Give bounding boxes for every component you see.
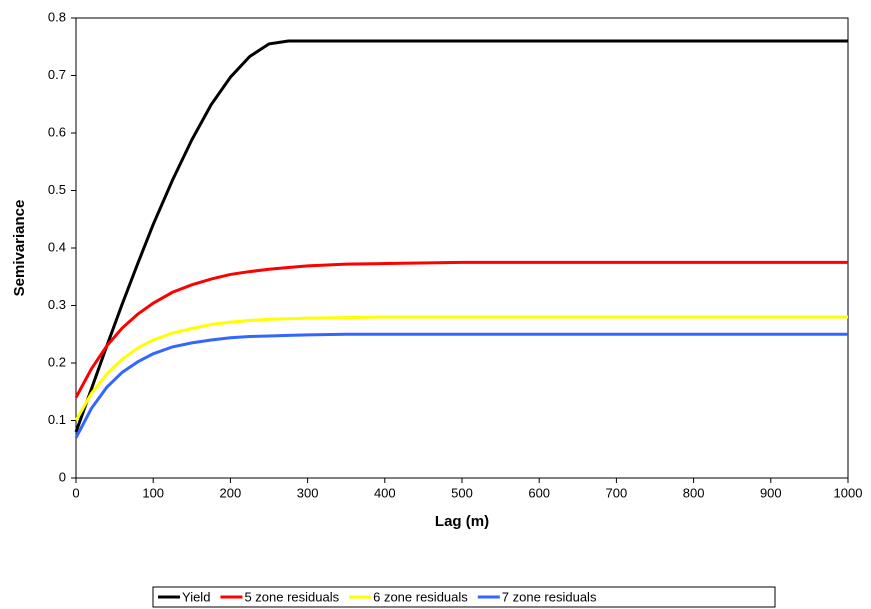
x-tick-label: 700 [606,485,628,500]
x-tick-label: 900 [760,485,782,500]
y-tick-label: 0 [59,469,66,484]
series-line [74,315,848,422]
x-tick-label: 200 [220,485,242,500]
x-tick-label: 600 [528,485,550,500]
x-tick-label: 100 [142,485,164,500]
legend-label: 6 zone residuals [373,589,468,604]
y-tick-label: 0.2 [48,354,66,369]
x-tick-label: 400 [374,485,396,500]
x-tick-label: 1000 [834,485,863,500]
y-axis-title: Semivariance [11,200,28,297]
y-tick-label: 0.3 [48,297,66,312]
y-tick-label: 0.5 [48,182,66,197]
y-tick-label: 0.4 [48,239,66,254]
series-line [74,332,848,439]
legend-label: 5 zone residuals [244,589,339,604]
legend-box [152,586,776,608]
y-tick-label: 0.6 [48,124,66,139]
x-tick-label: 0 [72,485,79,500]
x-tick-label: 500 [451,485,473,500]
y-tick-label: 0.1 [48,412,66,427]
y-tick-label: 0.8 [48,9,66,24]
legend-label: 7 zone residuals [502,589,597,604]
plot-frame [75,17,849,479]
series-line [74,260,848,399]
y-tick-label: 0.7 [48,67,66,82]
x-tick-label: 300 [297,485,319,500]
series-line [74,39,848,433]
x-axis-title: Lag (m) [435,513,489,530]
x-tick-label: 800 [683,485,705,500]
legend-label: Yield [182,589,210,604]
